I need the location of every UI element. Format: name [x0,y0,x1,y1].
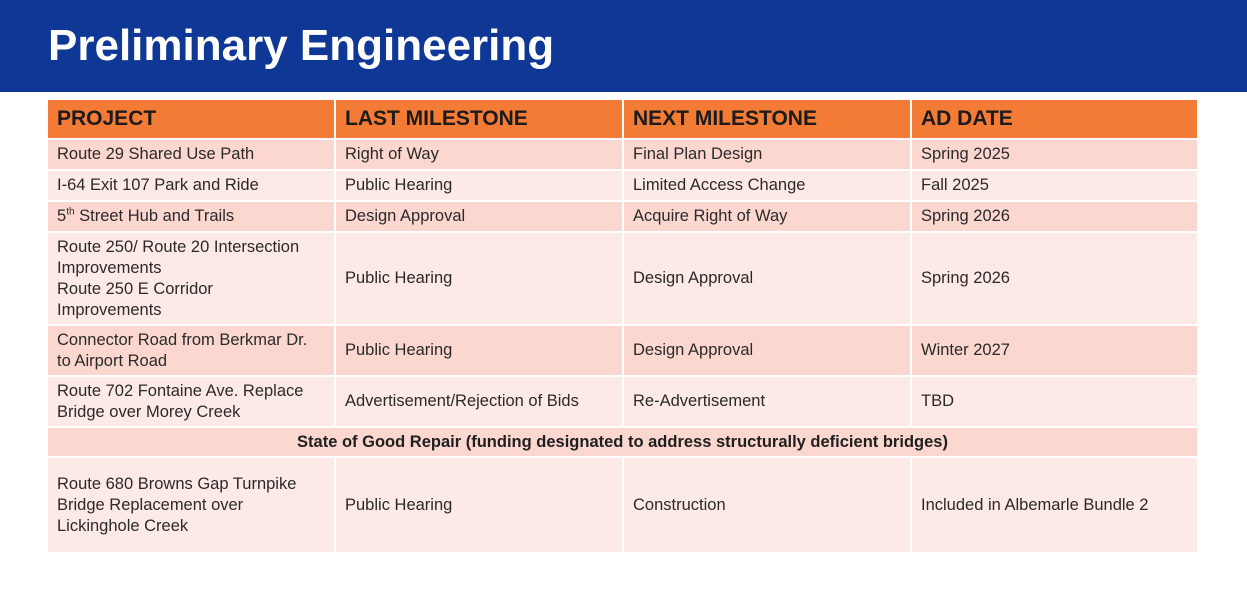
next-milestone-cell: Design Approval [622,324,912,377]
last-milestone-cell: Public Hearing [334,231,624,326]
project-cell: Route 680 Browns Gap Turnpike Bridge Rep… [46,456,336,554]
ad-date-cell: TBD [910,375,1199,428]
project-name-rest: Street Hub and Trails [74,207,235,225]
project-line: Route 29 Shared Use Path [57,145,255,163]
header-project: PROJECT [46,98,336,140]
last-milestone-cell: Right of Way [334,138,624,171]
project-number: 5 [57,207,67,225]
project-line: Route 680 Browns Gap Turnpike [57,474,297,493]
project-table: PROJECT LAST MILESTONE NEXT MILESTONE AD… [46,98,1199,554]
project-line: to Airport Road [57,351,168,370]
ad-date-cell: Spring 2025 [910,138,1199,171]
table-row: I-64 Exit 107 Park and Ride Public Heari… [46,169,1199,202]
project-line: Improvements [57,300,162,319]
section-header-row: State of Good Repair (funding designated… [46,426,1199,458]
header-ad-date: AD DATE [910,98,1199,140]
next-milestone-cell: Construction [622,456,912,554]
section-label: State of Good Repair (funding designated… [46,426,1199,458]
last-milestone-cell: Design Approval [334,200,624,233]
last-milestone-cell: Public Hearing [334,169,624,202]
title-banner: Preliminary Engineering [0,0,1247,92]
next-milestone-cell: Acquire Right of Way [622,200,912,233]
ad-date-cell: Fall 2025 [910,169,1199,202]
ordinal-suffix: th [66,206,75,218]
ad-date-cell: Spring 2026 [910,231,1199,326]
project-line: Lickinghole Creek [57,516,189,535]
project-line: Bridge over Morey Creek [57,402,241,421]
project-cell: Connector Road from Berkmar Dr. to Airpo… [46,324,336,377]
project-line: Route 250/ Route 20 Intersection [57,237,300,256]
ad-date-cell: Spring 2026 [910,200,1199,233]
header-last-milestone: LAST MILESTONE [334,98,624,140]
table-row: Route 702 Fontaine Ave. Replace Bridge o… [46,375,1199,428]
project-line: Bridge Replacement over [57,495,244,514]
header-row: PROJECT LAST MILESTONE NEXT MILESTONE AD… [46,98,1199,140]
project-line: Improvements [57,258,162,277]
project-cell: Route 702 Fontaine Ave. Replace Bridge o… [46,375,336,428]
table-row: Route 250/ Route 20 Intersection Improve… [46,231,1199,326]
last-milestone-cell: Public Hearing [334,324,624,377]
table-row: Connector Road from Berkmar Dr. to Airpo… [46,324,1199,377]
header-next-milestone: NEXT MILESTONE [622,98,912,140]
project-line: Connector Road from Berkmar Dr. [57,330,308,349]
project-cell: Route 250/ Route 20 Intersection Improve… [46,231,336,326]
next-milestone-cell: Final Plan Design [622,138,912,171]
project-cell: Route 29 Shared Use Path [46,138,336,171]
project-cell: I-64 Exit 107 Park and Ride [46,169,336,202]
table-row: Route 29 Shared Use Path Right of Way Fi… [46,138,1199,171]
next-milestone-cell: Design Approval [622,231,912,326]
next-milestone-cell: Re-Advertisement [622,375,912,428]
next-milestone-cell: Limited Access Change [622,169,912,202]
project-line: Route 702 Fontaine Ave. Replace [57,381,304,400]
project-line: I-64 Exit 107 Park and Ride [57,176,259,194]
ad-date-cell: Included in Albemarle Bundle 2 [910,456,1199,554]
project-line: Route 250 E Corridor [57,279,213,298]
last-milestone-cell: Public Hearing [334,456,624,554]
ad-date-cell: Winter 2027 [910,324,1199,377]
table-row: Route 680 Browns Gap Turnpike Bridge Rep… [46,456,1199,554]
table-row: 5th Street Hub and Trails Design Approva… [46,200,1199,233]
project-cell: 5th Street Hub and Trails [46,200,336,233]
last-milestone-cell: Advertisement/Rejection of Bids [334,375,624,428]
page-title: Preliminary Engineering [48,21,555,70]
